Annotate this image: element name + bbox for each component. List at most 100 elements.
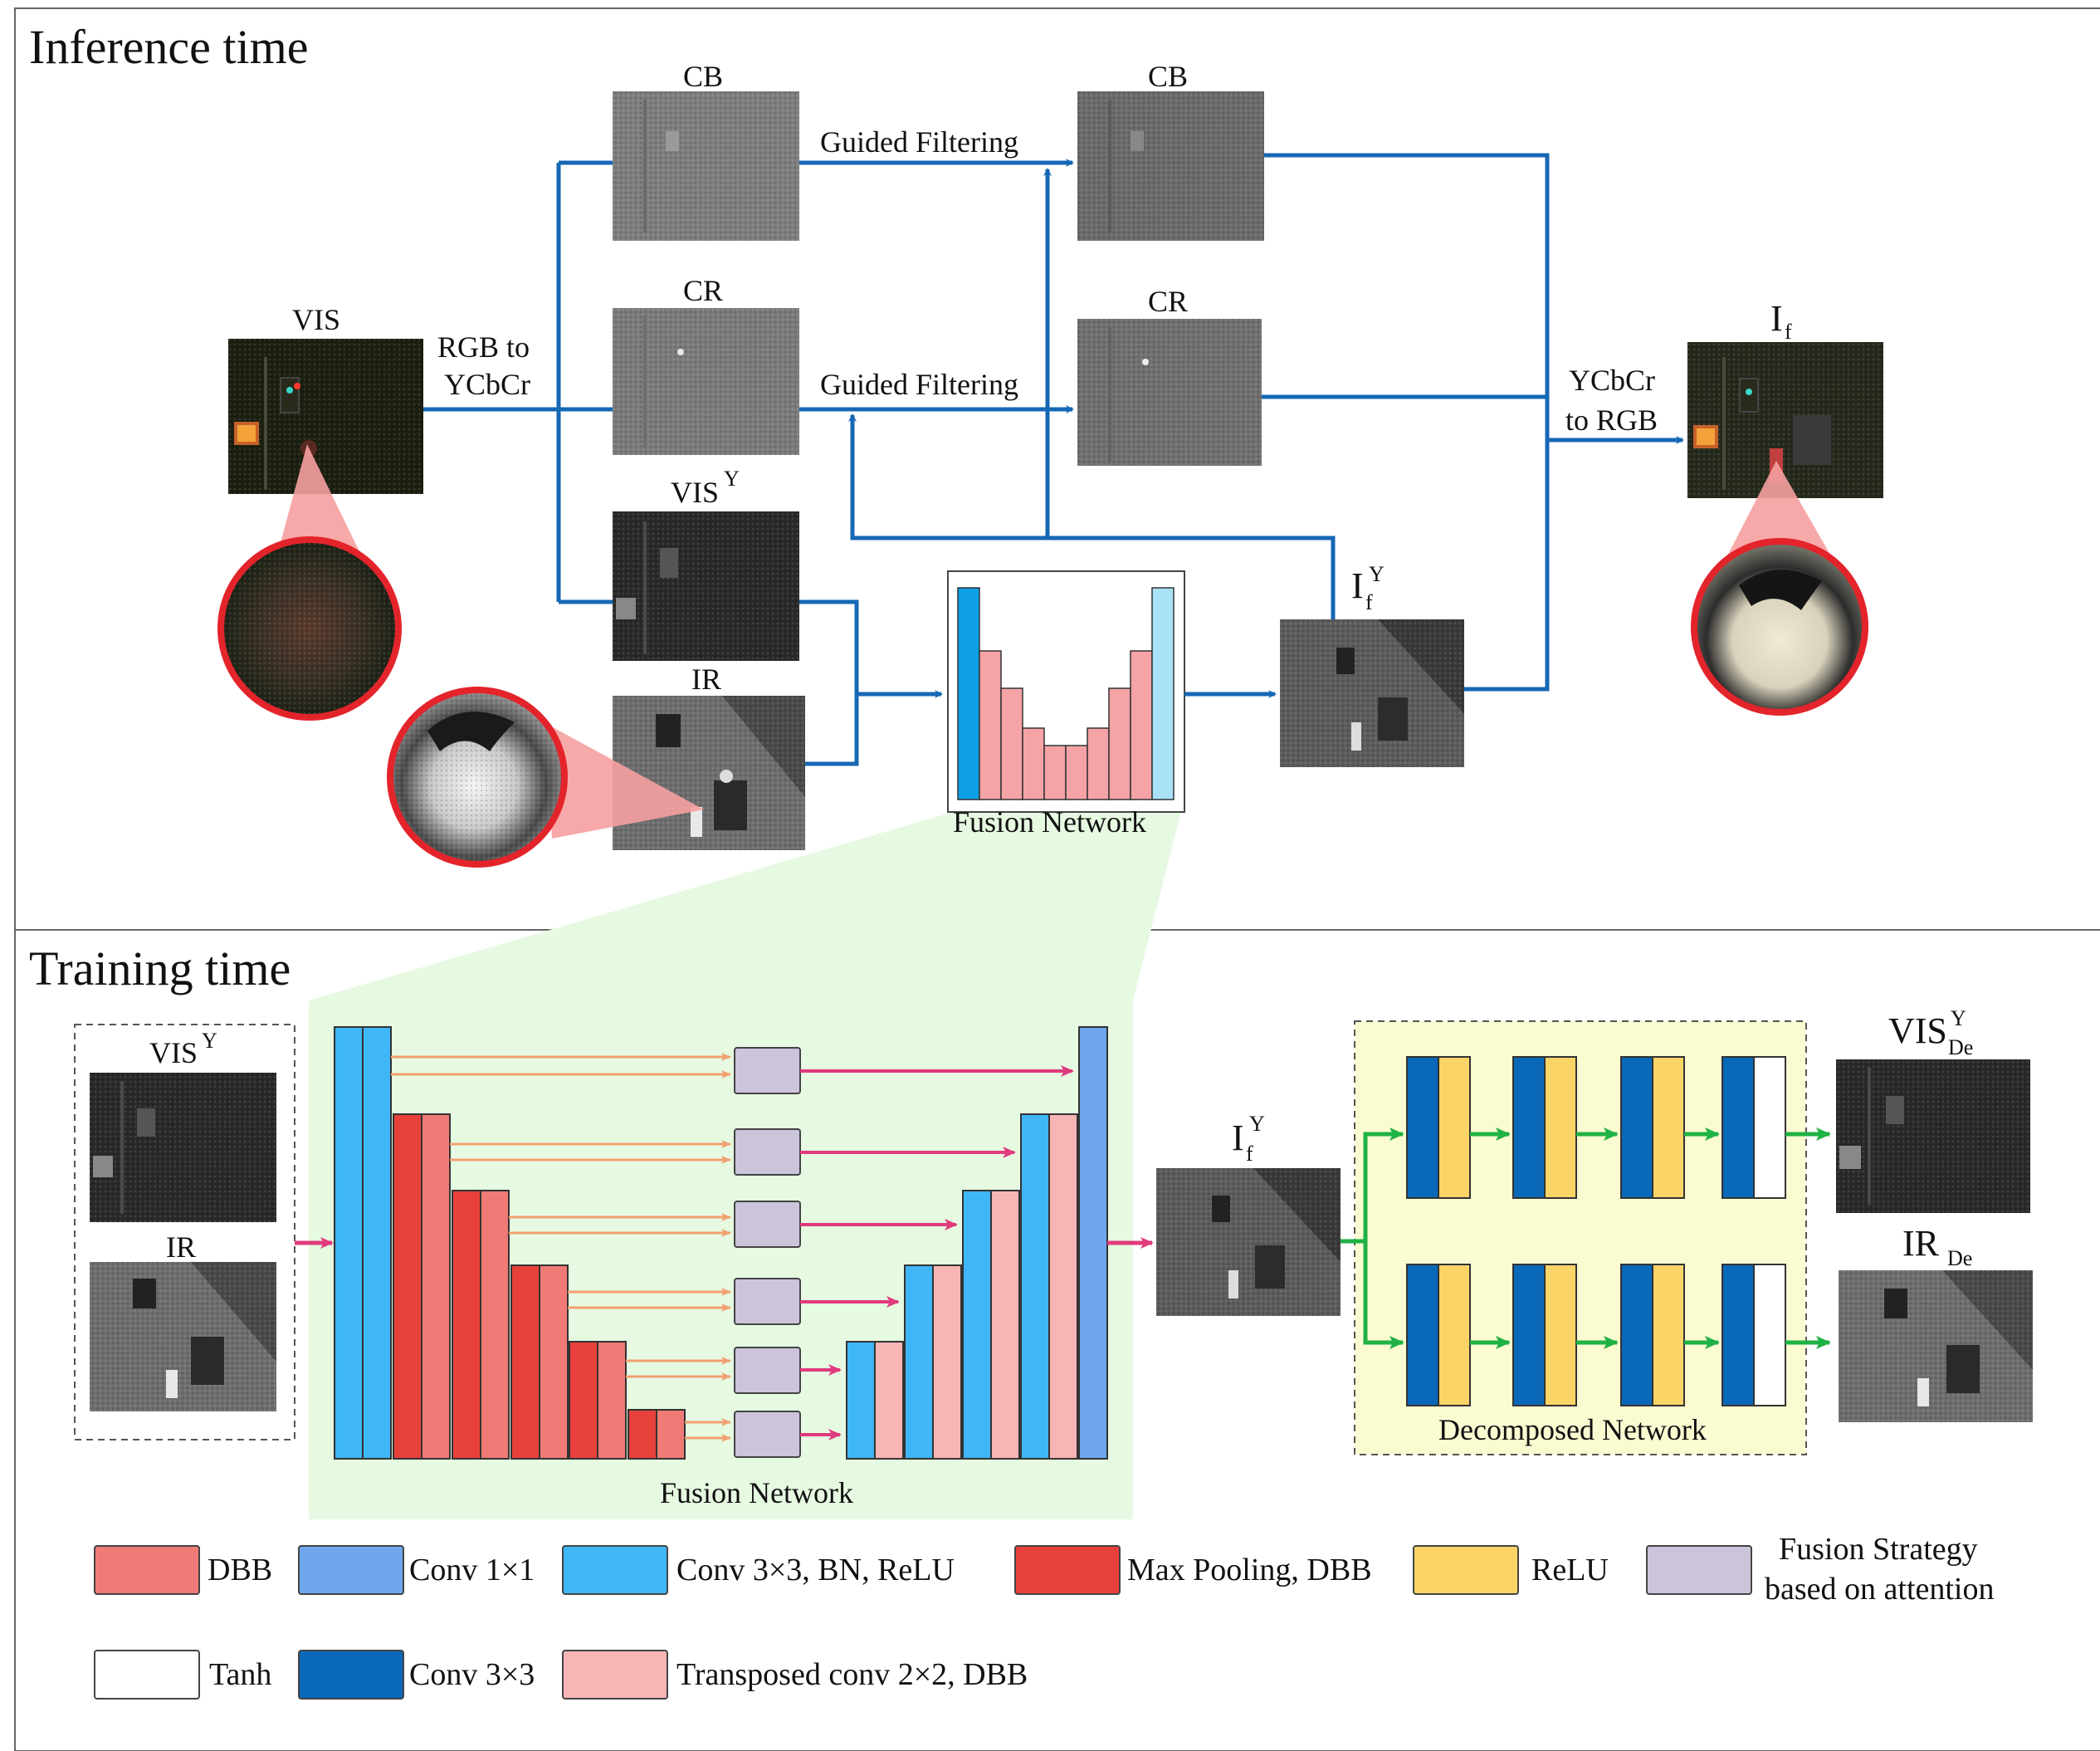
dec-conv-4 (962, 1190, 992, 1460)
ycbcr-to-rgb-line2: to RGB (1565, 404, 1658, 437)
fusion-bar-10 (1151, 587, 1175, 800)
legend: DBB Conv 1×1 Conv 3×3, BN, ReLU Max Pool… (94, 1532, 1994, 1700)
ir-label: IR (691, 663, 721, 696)
ify-sup: Y (1369, 562, 1385, 586)
training-title: Training time (29, 942, 291, 995)
enc-pool-6 (628, 1409, 657, 1460)
dec-conv1x1 (1078, 1026, 1108, 1460)
legend-label-conv1x1: Conv 1×1 (409, 1553, 535, 1587)
cr-out-label: CR (1148, 285, 1188, 318)
legend-label-maxpool-dbb: Max Pooling, DBB (1127, 1553, 1372, 1587)
legend-swatch-conv3x3-bn-relu (562, 1545, 668, 1595)
training-visy-label: VIS (149, 1036, 198, 1069)
ir-de-label: IR (1902, 1223, 1940, 1264)
skip-pink-arrows (800, 1065, 1074, 1440)
inference-connectors (423, 153, 1684, 766)
enc-dbb-5 (597, 1341, 627, 1460)
training-ify-sup: Y (1249, 1112, 1265, 1136)
legend-label-tanh: Tanh (209, 1657, 271, 1692)
dec-tconv-4 (990, 1190, 1020, 1460)
training-fusion-network-label: Fusion Network (660, 1476, 853, 1509)
unet-decoder (846, 1026, 1108, 1460)
vis-image (228, 339, 423, 494)
fusion-bar-7 (1087, 727, 1110, 800)
vis-label: VIS (292, 303, 340, 336)
if-zoom-hair (1739, 570, 1822, 610)
legend-swatch-fusion-strategy (1646, 1545, 1752, 1595)
cr-out-image (1077, 319, 1262, 466)
fusion-network-icon (947, 570, 1185, 813)
dec-tconv-3 (1048, 1113, 1078, 1460)
if-image (1687, 342, 1883, 498)
fusion-bar-1 (957, 587, 980, 800)
cb-out-image (1077, 91, 1264, 241)
training-visy-sup: Y (202, 1029, 217, 1053)
enc-conv-1b (362, 1026, 392, 1460)
training-ify-label: I (1232, 1118, 1244, 1158)
ify-label: I (1351, 565, 1364, 606)
legend-label-conv3x3: Conv 3×3 (409, 1657, 535, 1692)
legend-swatch-dbb (94, 1545, 200, 1595)
vis-de-sub: De (1948, 1035, 1973, 1059)
fusion-strategy-1 (734, 1047, 801, 1094)
enc-pool-3 (452, 1190, 481, 1460)
rgb-to-ycbcr-line2: YCbCr (444, 368, 530, 401)
cr-label: CR (683, 274, 723, 307)
ir-de-sub: De (1947, 1246, 1972, 1270)
fusion-bar-3 (1000, 687, 1023, 800)
legend-label-fusion-strategy-2: based on attention (1765, 1572, 1994, 1607)
enc-conv-1a (334, 1026, 364, 1460)
if-label: I (1770, 298, 1783, 339)
enc-pool-4 (510, 1264, 540, 1460)
enc-pool-5 (569, 1341, 598, 1460)
fusion-strategy-5 (734, 1347, 801, 1394)
legend-swatch-conv1x1 (298, 1545, 404, 1595)
visy-label: VIS (671, 476, 719, 509)
fusion-bar-5 (1043, 745, 1067, 800)
enc-dbb-6 (656, 1409, 686, 1460)
skip-orange-arrows (391, 1053, 731, 1442)
enc-dbb-4 (539, 1264, 569, 1460)
training-ir-image (90, 1262, 276, 1411)
dec-tconv-6 (874, 1341, 904, 1460)
cb-label: CB (683, 60, 723, 93)
guided-filtering-1: Guided Filtering (820, 125, 1018, 159)
fusion-strategy-3 (734, 1201, 801, 1248)
decomp-blocks (1406, 1056, 1786, 1406)
ir-de-image (1839, 1270, 2033, 1422)
dec-conv-6 (846, 1341, 876, 1460)
inference-title: Inference time (29, 20, 309, 74)
enc-dbb-2 (421, 1113, 451, 1460)
ycbcr-to-rgb-line1: YCbCr (1569, 364, 1655, 397)
fusion-strategy-4 (734, 1278, 801, 1325)
legend-swatch-conv3x3 (298, 1650, 404, 1700)
fusion-strategy-blocks (734, 1047, 801, 1458)
if-sub: f (1785, 320, 1792, 344)
training-inputs-box (74, 1024, 295, 1440)
training-visy-image (90, 1073, 276, 1222)
dec-conv-5 (904, 1264, 934, 1460)
ir-zoom-cone (544, 722, 704, 839)
ir-zoom-hair (427, 712, 515, 751)
ir-image (613, 696, 805, 850)
enc-dbb-3 (480, 1190, 510, 1460)
legend-swatch-tconv (562, 1650, 668, 1700)
cr-image (613, 308, 799, 455)
fusion-network-inference-label: Fusion Network (953, 805, 1146, 839)
fusion-strategy-6 (734, 1411, 801, 1458)
fusion-bar-2 (979, 650, 1002, 800)
legend-swatch-tanh (94, 1650, 200, 1700)
legend-swatch-relu (1413, 1545, 1519, 1595)
legend-label-relu: ReLU (1531, 1553, 1609, 1587)
legend-label-fusion-strategy: Fusion Strategy (1779, 1532, 1978, 1567)
vis-de-label: VIS (1888, 1010, 1947, 1051)
unet-encoder (334, 1026, 686, 1460)
enc-pool-2 (393, 1113, 422, 1460)
legend-label-dbb: DBB (208, 1553, 272, 1587)
dec-conv-3 (1020, 1113, 1050, 1460)
visy-image (613, 511, 799, 661)
training-ir-label: IR (166, 1230, 196, 1264)
ify-image (1280, 619, 1464, 767)
if-zoom-circle (1691, 538, 1868, 716)
